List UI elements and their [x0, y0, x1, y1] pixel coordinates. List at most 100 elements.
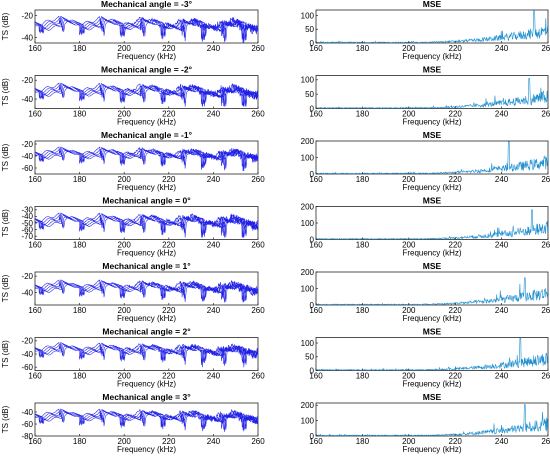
- ts-series-5: [35, 408, 258, 429]
- x-tick-label: 240: [207, 44, 221, 53]
- x-tick-label: 180: [73, 437, 87, 446]
- x-tick-label: 260: [541, 44, 550, 53]
- mse-series: [316, 141, 548, 174]
- panel-title: MSE: [423, 130, 442, 140]
- y-axis-label: TS (dB): [1, 340, 10, 368]
- x-tick-label: 240: [207, 372, 221, 381]
- x-tick-label: 220: [449, 44, 463, 53]
- x-tick-label: 260: [251, 306, 265, 315]
- x-tick-label: 200: [402, 372, 416, 381]
- y-tick-label: 50: [305, 90, 314, 99]
- series-group: [35, 212, 258, 238]
- ts-series-2: [35, 216, 258, 238]
- y-tick-label: 200: [301, 137, 315, 146]
- y-tick-label: -20: [21, 337, 33, 346]
- x-tick-label: 180: [73, 44, 87, 53]
- panel-8: Mechanical angle = 1° 160 180 200 220 240 260 -…: [1, 261, 265, 323]
- x-tick-label: 160: [309, 241, 323, 250]
- y-tick-label: 100: [301, 153, 315, 162]
- y-tick-label: -40: [21, 152, 33, 161]
- x-tick-label: 180: [73, 306, 87, 315]
- panel-title: MSE: [423, 196, 442, 206]
- x-tick-label: 180: [356, 437, 370, 446]
- x-tick-label: 180: [73, 175, 87, 184]
- panel-11: MSE 160 180 200 220 240 260 0 50 100 Frequency (kH…: [301, 327, 550, 389]
- plot-frame: [315, 9, 549, 44]
- x-tick-label: 160: [28, 372, 42, 381]
- x-tick-label: 240: [495, 437, 509, 446]
- x-axis-label: Frequency (kHz): [402, 380, 461, 389]
- x-tick-label: 160: [28, 110, 42, 119]
- series-group: [316, 78, 548, 109]
- y-tick-label: -20: [21, 76, 33, 85]
- ts-series-5: [35, 342, 258, 366]
- panel-title: Mechanical angle = 3°: [102, 392, 191, 402]
- y-tick-label: 0: [310, 39, 315, 48]
- panel-3: MSE 160 180 200 220 240 260 0 50 100 Frequency (kH…: [301, 65, 550, 127]
- x-tick-label: 180: [356, 372, 370, 381]
- x-tick-label: 220: [449, 175, 463, 184]
- x-tick-label: 240: [207, 175, 221, 184]
- y-tick-label: -20: [21, 11, 33, 20]
- x-tick-label: 160: [28, 44, 42, 53]
- panel-10: Mechanical angle = 2° 160 180 200 220 240 260 -…: [1, 327, 265, 389]
- mse-series: [316, 209, 548, 240]
- y-tick-label: 100: [301, 416, 315, 425]
- mse-series: [316, 10, 548, 43]
- plot-frame: [34, 140, 259, 175]
- x-tick-label: 180: [356, 44, 370, 53]
- panel-title: MSE: [423, 65, 442, 75]
- x-tick-label: 160: [309, 175, 323, 184]
- panel-title: Mechanical angle = 2°: [102, 327, 191, 337]
- x-tick-label: 160: [309, 110, 323, 119]
- panel-title: MSE: [423, 392, 442, 402]
- y-tick-label: -40: [21, 350, 33, 359]
- ts-series-5: [35, 279, 258, 301]
- panel-title: Mechanical angle = 0°: [102, 196, 191, 206]
- x-tick-label: 200: [402, 437, 416, 446]
- x-tick-label: 240: [495, 110, 509, 119]
- y-tick-label: 0: [310, 170, 315, 179]
- plot-frame: [315, 206, 549, 240]
- series-group: [316, 10, 548, 43]
- x-tick-label: 160: [28, 437, 42, 446]
- panel-1: MSE 160 180 200 220 240 260 0 50 100 Frequency (kH…: [301, 0, 550, 61]
- x-tick-label: 220: [449, 437, 463, 446]
- y-tick-label: -70: [21, 232, 33, 241]
- x-tick-label: 200: [402, 175, 416, 184]
- x-tick-label: 160: [28, 306, 42, 315]
- panel-5: MSE1601802002202402600100200Frequency (k…: [301, 130, 550, 192]
- series-group: [35, 408, 258, 432]
- x-tick-label: 200: [402, 306, 416, 315]
- y-axis-label: TS (dB): [1, 405, 10, 433]
- panel-title: MSE: [423, 261, 442, 271]
- y-tick-label: 200: [301, 268, 315, 277]
- plot-frame: [315, 271, 549, 306]
- x-tick-label: 200: [118, 437, 132, 446]
- y-tick-label: -20: [21, 140, 33, 149]
- y-tick-label: -80: [21, 432, 33, 441]
- x-axis-label: Frequency (kHz): [117, 314, 176, 323]
- x-tick-label: 220: [162, 372, 176, 381]
- x-tick-label: 200: [402, 44, 416, 53]
- ts-series-5: [35, 212, 258, 238]
- y-tick-label: -40: [21, 288, 33, 297]
- panel-2: Mechanical angle = -2° 160 180 200 220 240 260…: [1, 65, 265, 127]
- x-tick-label: 260: [541, 110, 550, 119]
- panel-0: Mechanical angle = -3° 160 180 200 220 240 260…: [1, 0, 265, 61]
- panel-title: Mechanical angle = -1°: [101, 130, 193, 140]
- panel-7: MSE1601802002202402600100200Frequency (k…: [301, 196, 550, 258]
- y-tick-label: 100: [301, 339, 315, 348]
- x-tick-label: 260: [541, 241, 550, 250]
- x-tick-label: 220: [162, 241, 176, 250]
- panel-title: Mechanical angle = -2°: [101, 65, 193, 75]
- y-tick-label: -60: [21, 225, 33, 234]
- ts-series-5: [35, 82, 258, 106]
- x-tick-label: 200: [118, 372, 132, 381]
- panel-6: Mechanical angle = 0° 160 180 200 220 240 260 -…: [1, 196, 265, 258]
- series-group: [35, 342, 258, 368]
- x-tick-label: 220: [162, 437, 176, 446]
- x-tick-label: 240: [495, 175, 509, 184]
- y-tick-label: 100: [301, 76, 315, 85]
